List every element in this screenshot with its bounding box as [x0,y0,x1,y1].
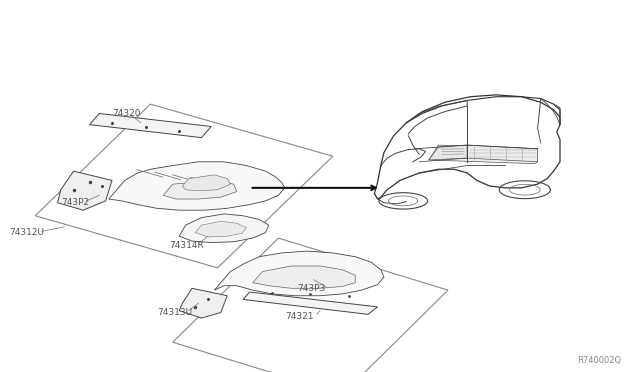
Polygon shape [467,145,538,162]
Polygon shape [163,180,237,199]
Polygon shape [243,292,378,314]
Text: 743P3: 743P3 [298,284,326,293]
Text: R740002Q: R740002Q [577,356,621,365]
Polygon shape [90,113,211,138]
Polygon shape [109,162,285,210]
Text: 74313U: 74313U [157,308,192,317]
Polygon shape [429,145,467,160]
Polygon shape [195,221,246,237]
Polygon shape [253,266,355,288]
Polygon shape [179,214,269,243]
Polygon shape [214,251,384,296]
Polygon shape [58,171,112,210]
Polygon shape [182,175,230,191]
Text: 74321: 74321 [285,312,314,321]
Polygon shape [179,288,227,318]
Text: 74320: 74320 [112,109,141,118]
Text: 743P2: 743P2 [61,198,89,207]
Text: 74314R: 74314R [170,241,204,250]
Text: 74312U: 74312U [10,228,45,237]
Polygon shape [429,145,538,164]
